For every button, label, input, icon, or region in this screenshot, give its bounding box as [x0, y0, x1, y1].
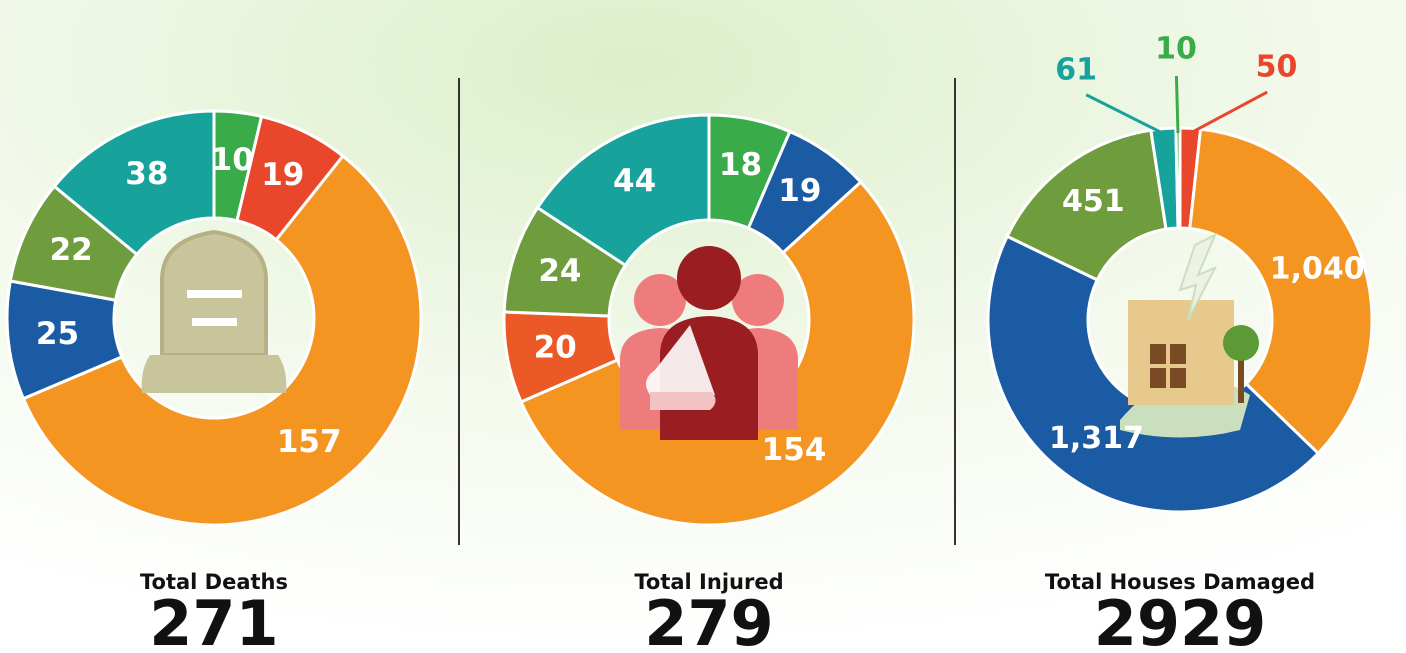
value-label: 22 [50, 232, 93, 268]
value-label: 44 [613, 163, 656, 199]
value-label: 154 [762, 432, 827, 468]
total-value: 271 [149, 587, 278, 653]
value-label: 61 [1055, 52, 1097, 87]
donut-segment [1188, 127, 1374, 456]
donut-segment [1174, 126, 1182, 230]
value-label: 18 [719, 147, 762, 183]
leader-line [1174, 75, 1180, 134]
value-label: 19 [261, 157, 304, 193]
leader-line [1085, 93, 1165, 136]
leader-line [1189, 90, 1268, 135]
chart-title: Total Houses Damaged [1045, 570, 1315, 594]
tombstone-icon [141, 229, 287, 393]
value-label: 24 [538, 253, 581, 289]
donut-segment [21, 153, 423, 527]
value-label: 1,040 [1270, 252, 1365, 287]
house-icon [1120, 232, 1259, 438]
value-label: 25 [36, 316, 79, 352]
total-value: 2929 [1094, 587, 1267, 653]
total-value: 279 [644, 587, 773, 653]
donut-segment [1005, 128, 1168, 282]
chart-title: Total Injured [634, 570, 783, 594]
value-label: 1,317 [1049, 421, 1144, 456]
value-label: 19 [778, 173, 821, 209]
donut-segment [52, 109, 216, 257]
chart-title: Total Deaths [140, 570, 288, 594]
value-label: 10 [211, 142, 254, 178]
injured-icon [620, 246, 798, 440]
value-label: 10 [1155, 32, 1197, 67]
value-label: 157 [277, 424, 342, 460]
value-label: 451 [1062, 184, 1125, 219]
value-label: 20 [534, 329, 577, 365]
value-label: 38 [125, 156, 168, 192]
donut-segment [535, 113, 711, 268]
value-label: 50 [1256, 49, 1298, 84]
